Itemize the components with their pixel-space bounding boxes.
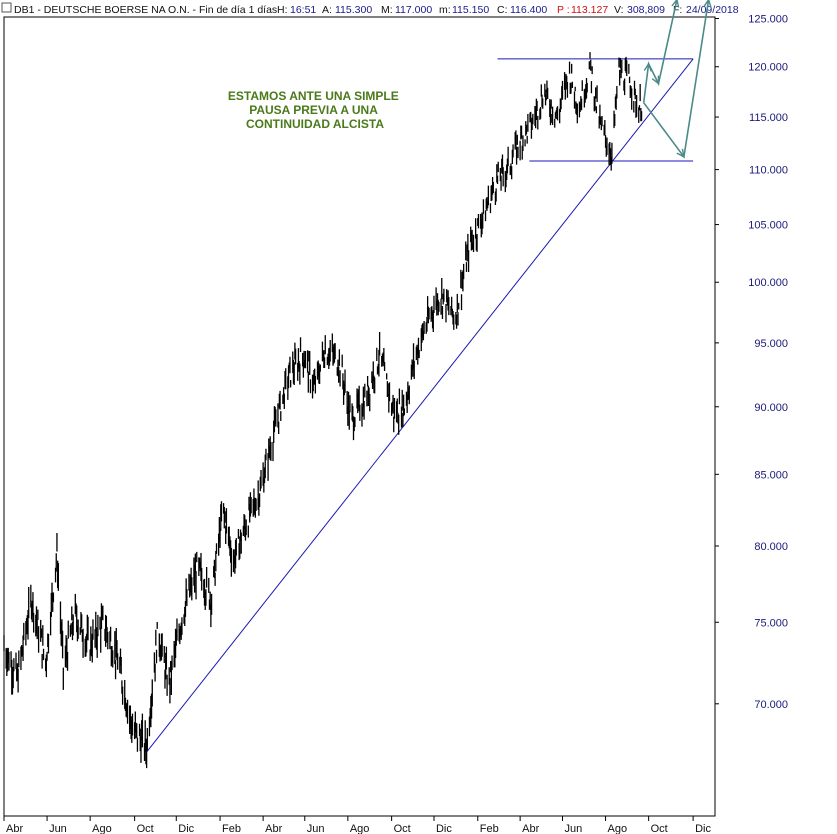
x-tick-label: Abr xyxy=(6,823,23,834)
projection-arrowhead xyxy=(676,148,685,159)
y-tick-label: 95.000 xyxy=(754,338,788,350)
x-tick-label: Dic xyxy=(695,823,711,834)
svg-text:DB1 - DEUTSCHE BOERSE NA O.N.: DB1 - DEUTSCHE BOERSE NA O.N. - Fin de d… xyxy=(14,4,739,16)
x-tick-label: Ago xyxy=(608,823,628,834)
header-p-label: P : xyxy=(557,4,570,16)
x-tick-label: Abr xyxy=(522,823,539,834)
header-apertura-label: A: xyxy=(322,4,332,16)
x-tick-label: Dic xyxy=(178,823,194,834)
support-trendline xyxy=(146,58,694,753)
annotation-line-1: ESTAMOS ANTE UNA SIMPLE xyxy=(228,89,399,103)
header-cierre-label: C: xyxy=(497,4,508,16)
header-hora-label: H: xyxy=(277,4,288,16)
x-tick-label: Oct xyxy=(651,823,668,834)
annotation-text: ESTAMOS ANTE UNA SIMPLE PAUSA PREVIA A U… xyxy=(228,89,402,131)
y-tick-label: 70.000 xyxy=(754,699,788,711)
header-maximo-value: 117.000 xyxy=(395,4,432,16)
x-tick-label: Oct xyxy=(137,823,154,834)
header-apertura-value: 115.300 xyxy=(335,4,372,16)
y-tick-label: 80.000 xyxy=(754,541,788,553)
projection-arrowhead xyxy=(703,0,712,8)
projection-arrowhead xyxy=(651,75,660,86)
header-symbol-checkbox[interactable] xyxy=(1,2,12,13)
y-axis: 70.000 75.000 80.000 85.000 90.000 95.000 100.… xyxy=(715,14,788,711)
y-tick-label: 85.000 xyxy=(754,469,788,481)
header-minimo-value: 115.150 xyxy=(452,4,489,16)
header-symbol-info: DB1 - DEUTSCHE BOERSE NA O.N. - Fin de d… xyxy=(14,4,277,16)
y-tick-label: 120.000 xyxy=(748,62,788,74)
header-hora-value: 16:51 xyxy=(290,4,316,16)
header-volumen-label: V: xyxy=(614,4,624,16)
projection-arrow xyxy=(643,0,710,159)
header-minimo-label: m: xyxy=(439,4,451,16)
price-bars-path xyxy=(3,52,643,769)
chart-drawings xyxy=(146,0,712,753)
x-tick-label: Ago xyxy=(350,823,370,834)
header-volumen-value: 308,809 xyxy=(627,4,665,16)
y-tick-label: 110.000 xyxy=(749,165,788,177)
y-tick-label: 75.000 xyxy=(754,617,788,629)
header-p-value: 113.127 xyxy=(571,4,608,16)
y-tick-label: 105.000 xyxy=(748,220,788,232)
header-fecha-label: F: xyxy=(673,4,682,16)
annotation-line-3: CONTINUIDAD ALCISTA xyxy=(246,117,384,131)
x-tick-label: Feb xyxy=(222,823,241,834)
x-tick-label: Oct xyxy=(394,823,411,834)
x-tick-label: Jun xyxy=(564,823,582,834)
x-tick-label: Jun xyxy=(49,823,67,834)
x-tick-label: Feb xyxy=(480,823,499,834)
price-series xyxy=(3,52,643,769)
y-tick-label: 125.000 xyxy=(748,14,788,26)
x-tick-label: Dic xyxy=(436,823,452,834)
x-tick-label: Ago xyxy=(92,823,112,834)
y-tick-label: 90.000 xyxy=(754,402,788,414)
header-cierre-value: 116.400 xyxy=(510,4,547,16)
projection-arrowhead xyxy=(671,0,680,8)
chart-header: DB1 - DEUTSCHE BOERSE NA O.N. - Fin de d… xyxy=(1,2,739,16)
y-tick-label: 100.000 xyxy=(748,277,788,289)
header-maximo-label: M: xyxy=(381,4,393,16)
x-tick-label: Abr xyxy=(265,823,282,834)
header-fecha-value: 24/09/2018 xyxy=(686,4,739,16)
x-tick-label: Jun xyxy=(307,823,325,834)
x-axis: Abr Jun Ago Oct Dic Feb Abr Jun Ago Oct Dic Feb Abr J… xyxy=(3,816,711,834)
y-tick-label: 115.000 xyxy=(749,112,788,124)
annotation-line-2: PAUSA PREVIA A UNA xyxy=(249,103,378,117)
projection-arrow xyxy=(642,0,678,103)
projection-arrowhead xyxy=(643,62,652,72)
